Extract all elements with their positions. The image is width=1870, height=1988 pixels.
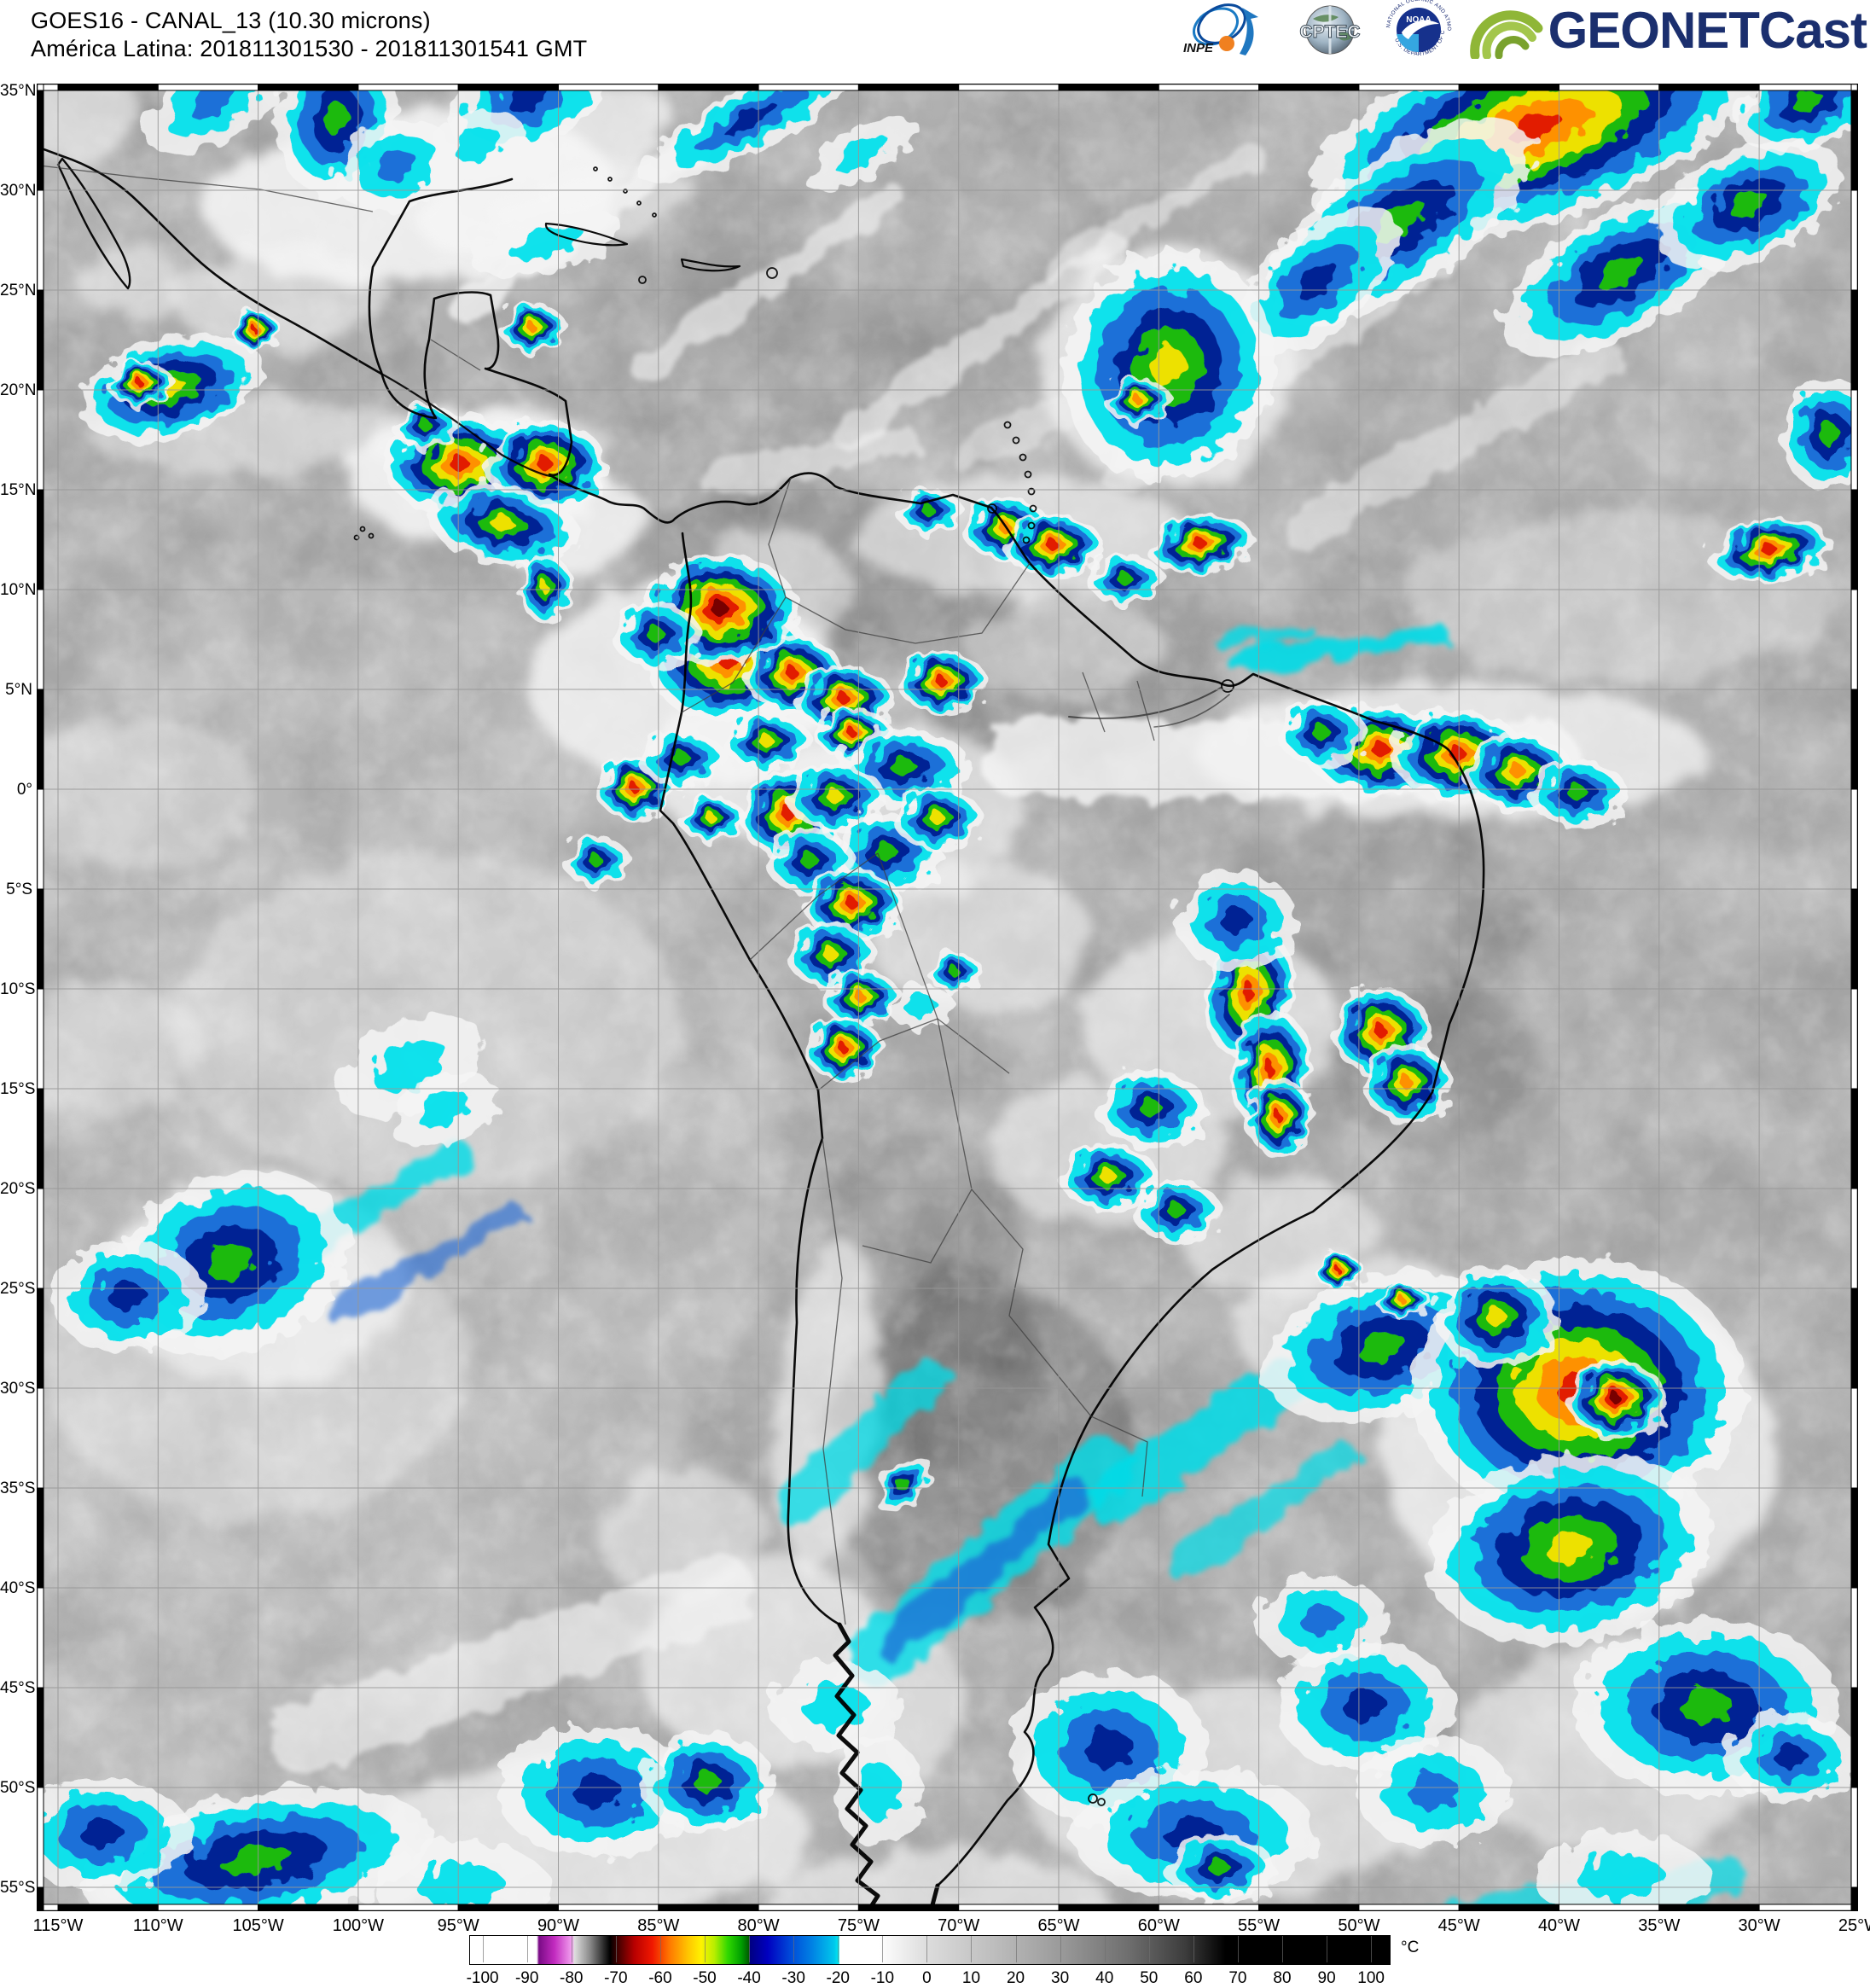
colorbar-tick-label: 10 (961, 1969, 981, 1987)
lon-label: 105°W (232, 1916, 284, 1935)
lon-label: 70°W (938, 1916, 980, 1935)
colorbar-tick-label: 50 (1140, 1969, 1159, 1987)
lat-label: 45°S (0, 1679, 36, 1697)
lon-label: 50°W (1338, 1916, 1380, 1935)
colorbar-tick (659, 1936, 661, 1962)
lat-label: 35°N (0, 82, 37, 100)
logo-bar: INPE CPTEC NATIONAL OCEANIC AND ATMOSPHE… (1182, 0, 1867, 60)
colorbar-tick-label: -100 (466, 1969, 499, 1987)
colorbar-tick-label: -40 (737, 1969, 761, 1987)
colorbar-tick-label: -80 (560, 1969, 584, 1987)
lat-label: 15°S (0, 1080, 36, 1098)
colorbar-tick (882, 1936, 884, 1962)
lat-label: 10°S (0, 980, 36, 998)
colorbar-tick-label: 20 (1006, 1969, 1025, 1987)
colorbar-tick (705, 1936, 706, 1962)
lon-label: 115°W (32, 1916, 84, 1935)
colorbar-tick-label: 40 (1095, 1969, 1114, 1987)
colorbar-unit: °C (1401, 1939, 1420, 1956)
lat-label: 5°S (6, 881, 32, 898)
lat-label: 10°N (0, 581, 37, 599)
satellite-image (37, 84, 1858, 1911)
lat-label: 20°S (0, 1180, 36, 1198)
colorbar-tick (1193, 1936, 1194, 1962)
lat-label: 5°N (5, 681, 32, 699)
colorbar-tick-label: -20 (826, 1969, 850, 1987)
lon-label: 55°W (1238, 1916, 1281, 1935)
lat-label: 25°N (0, 282, 37, 299)
colorbar-tick-label: 70 (1228, 1969, 1247, 1987)
lon-label: 75°W (837, 1916, 880, 1935)
colorbar-tick (1148, 1936, 1150, 1962)
lon-label: 95°W (437, 1916, 479, 1935)
colorbar-tick-label: -50 (693, 1969, 717, 1987)
inpe-logo-icon: INPE (1183, 3, 1258, 55)
lon-label: 30°W (1738, 1916, 1780, 1935)
lon-label: 40°W (1537, 1916, 1581, 1935)
lat-label: 15°N (0, 481, 37, 499)
cptec-logo-icon: CPTEC (1299, 5, 1361, 55)
lon-label: 25°W (1838, 1916, 1870, 1935)
lat-label: 50°S (0, 1779, 36, 1797)
satellite-map (37, 84, 1858, 1911)
cptec-logo-text: CPTEC (1299, 22, 1360, 42)
lat-label: 0° (16, 781, 32, 799)
lon-label: 85°W (637, 1916, 680, 1935)
colorbar-tick (1371, 1936, 1373, 1962)
map-title: GOES16 - CANAL_13 (10.30 microns) (31, 8, 431, 33)
colorbar-tick (1237, 1936, 1239, 1962)
colorbar-tick-label: -30 (781, 1969, 805, 1987)
lon-label: 60°W (1137, 1916, 1180, 1935)
lat-label: 25°S (0, 1280, 36, 1298)
geonetcast-logo-text: GEONETCast (1548, 1, 1867, 59)
colorbar-tick (1015, 1936, 1017, 1962)
lon-label: 35°W (1638, 1916, 1681, 1935)
colorbar-tick (793, 1936, 795, 1962)
colorbar-tick-label: 0 (922, 1969, 932, 1987)
colorbar-gradient (469, 1935, 1391, 1965)
geonetcast-shell-icon (1469, 10, 1543, 59)
lon-label: 100°W (332, 1916, 385, 1935)
colorbar-tick-label: 30 (1051, 1969, 1070, 1987)
colorbar-tick-label: -90 (514, 1969, 539, 1987)
lat-label: 30°N (0, 182, 37, 200)
colorbar-tick (526, 1936, 528, 1962)
lon-label: 65°W (1037, 1916, 1080, 1935)
lon-label: 80°W (737, 1916, 780, 1935)
temperature-colorbar: -100 -90 -80 -70 -60 -50 -40 -30 -20 -10 0 10 20 30 40… (467, 1935, 1419, 1987)
colorbar-tick-label: -70 (604, 1969, 628, 1987)
inpe-logo-text: INPE (1183, 41, 1214, 55)
lat-label: 40°S (0, 1579, 36, 1597)
colorbar-tick (1060, 1936, 1061, 1962)
colorbar-tick (926, 1936, 928, 1962)
noaa-word-text: NOAA (1406, 15, 1431, 25)
colorbar-tick-label: 60 (1184, 1969, 1203, 1987)
colorbar-tick-label: 100 (1357, 1969, 1385, 1987)
colorbar-tick (482, 1936, 484, 1962)
map-subtitle-timestamp: América Latina: 201811301530 - 201811301… (31, 36, 588, 61)
lon-label: 90°W (537, 1916, 580, 1935)
title-block: GOES16 - CANAL_13 (10.30 microns) Améric… (31, 7, 587, 63)
colorbar-tick-label: -10 (870, 1969, 895, 1987)
noaa-logo-icon: NATIONAL OCEANIC AND ATMOSPHERIC ADMINIS… (1378, 0, 1451, 59)
colorbar-tick (615, 1936, 617, 1962)
lat-label: 30°S (0, 1380, 36, 1398)
lat-label: 20°N (0, 381, 37, 399)
lon-label: 45°W (1437, 1916, 1480, 1935)
colorbar-tick (1282, 1936, 1283, 1962)
colorbar-tick-label: -60 (648, 1969, 672, 1987)
colorbar-tick (971, 1936, 973, 1962)
colorbar-tick-label: 90 (1317, 1969, 1336, 1987)
lon-label: 110°W (132, 1916, 183, 1935)
colorbar-tick (749, 1936, 751, 1962)
lat-label: 35°S (0, 1479, 36, 1497)
lat-label: 55°S (0, 1879, 36, 1897)
colorbar-tick (838, 1936, 839, 1962)
colorbar-tick (1104, 1936, 1106, 1962)
colorbar-tick-label: 80 (1273, 1969, 1292, 1987)
